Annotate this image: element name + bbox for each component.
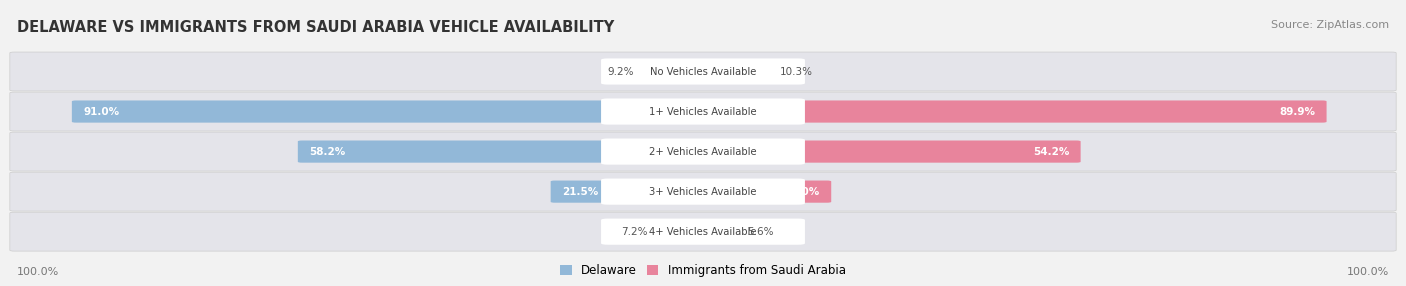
Text: 58.2%: 58.2% bbox=[309, 147, 346, 156]
Text: 54.2%: 54.2% bbox=[1033, 147, 1070, 156]
Text: 2+ Vehicles Available: 2+ Vehicles Available bbox=[650, 147, 756, 156]
Text: DELAWARE VS IMMIGRANTS FROM SAUDI ARABIA VEHICLE AVAILABILITY: DELAWARE VS IMMIGRANTS FROM SAUDI ARABIA… bbox=[17, 20, 614, 35]
Text: 91.0%: 91.0% bbox=[83, 107, 120, 116]
Text: 100.0%: 100.0% bbox=[1347, 267, 1389, 277]
Text: 10.3%: 10.3% bbox=[779, 67, 813, 76]
Text: 21.5%: 21.5% bbox=[562, 187, 598, 196]
Text: 89.9%: 89.9% bbox=[1279, 107, 1316, 116]
Text: 5.6%: 5.6% bbox=[747, 227, 773, 237]
Text: 9.2%: 9.2% bbox=[607, 67, 634, 76]
Text: Source: ZipAtlas.com: Source: ZipAtlas.com bbox=[1271, 20, 1389, 30]
Legend: Delaware, Immigrants from Saudi Arabia: Delaware, Immigrants from Saudi Arabia bbox=[560, 264, 846, 277]
Text: 100.0%: 100.0% bbox=[17, 267, 59, 277]
Text: 7.2%: 7.2% bbox=[621, 227, 648, 237]
Text: 3+ Vehicles Available: 3+ Vehicles Available bbox=[650, 187, 756, 196]
Text: 4+ Vehicles Available: 4+ Vehicles Available bbox=[650, 227, 756, 237]
Text: No Vehicles Available: No Vehicles Available bbox=[650, 67, 756, 76]
Text: 18.0%: 18.0% bbox=[783, 187, 820, 196]
Text: 1+ Vehicles Available: 1+ Vehicles Available bbox=[650, 107, 756, 116]
